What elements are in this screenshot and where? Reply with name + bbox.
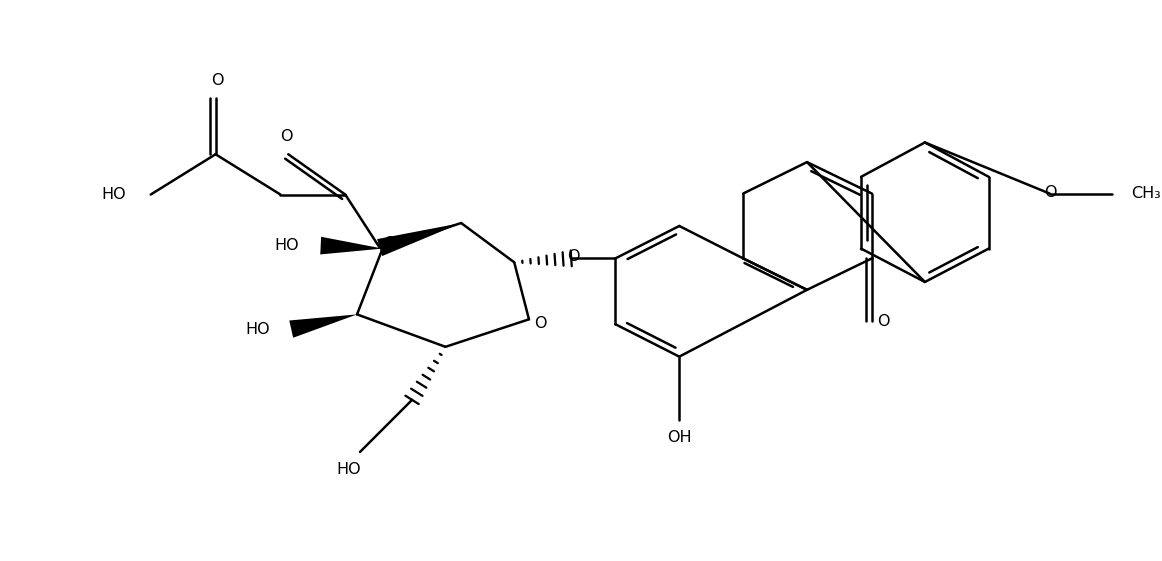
Text: O: O: [567, 249, 580, 264]
Text: HO: HO: [336, 462, 360, 477]
Text: HO: HO: [274, 238, 299, 253]
Text: OH: OH: [667, 430, 691, 445]
Polygon shape: [378, 223, 461, 256]
Text: O: O: [280, 129, 293, 144]
Polygon shape: [289, 314, 357, 338]
Text: O: O: [1045, 185, 1057, 200]
Text: O: O: [877, 314, 890, 329]
Polygon shape: [321, 237, 382, 255]
Text: O: O: [535, 316, 547, 331]
Text: O: O: [383, 236, 396, 251]
Text: HO: HO: [101, 187, 127, 202]
Text: CH₃: CH₃: [1132, 186, 1161, 201]
Text: HO: HO: [245, 321, 270, 337]
Text: O: O: [211, 73, 224, 88]
